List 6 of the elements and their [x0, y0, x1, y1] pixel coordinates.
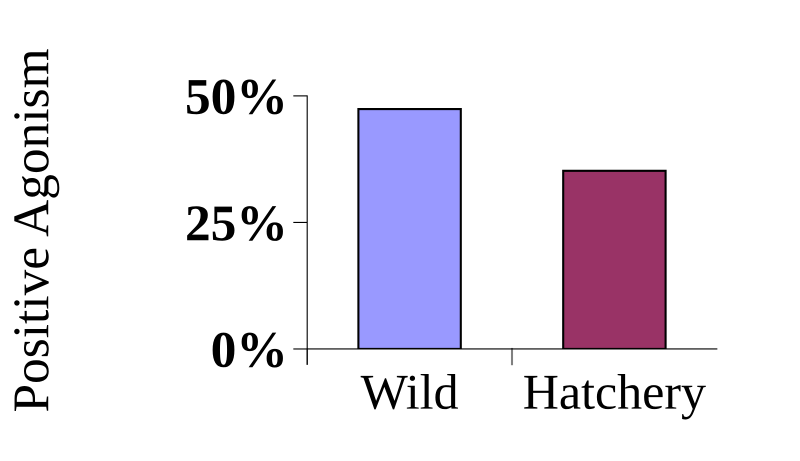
y-tick-label: 25%	[187, 206, 283, 241]
y-tick-label: 50%	[187, 80, 283, 114]
y-axis-title: Positive Agonism	[14, 49, 60, 412]
x-tick-label: Hatchery	[524, 374, 706, 420]
y-tick-label: 0%	[212, 332, 283, 368]
x-tick-label: Wild	[360, 374, 458, 410]
